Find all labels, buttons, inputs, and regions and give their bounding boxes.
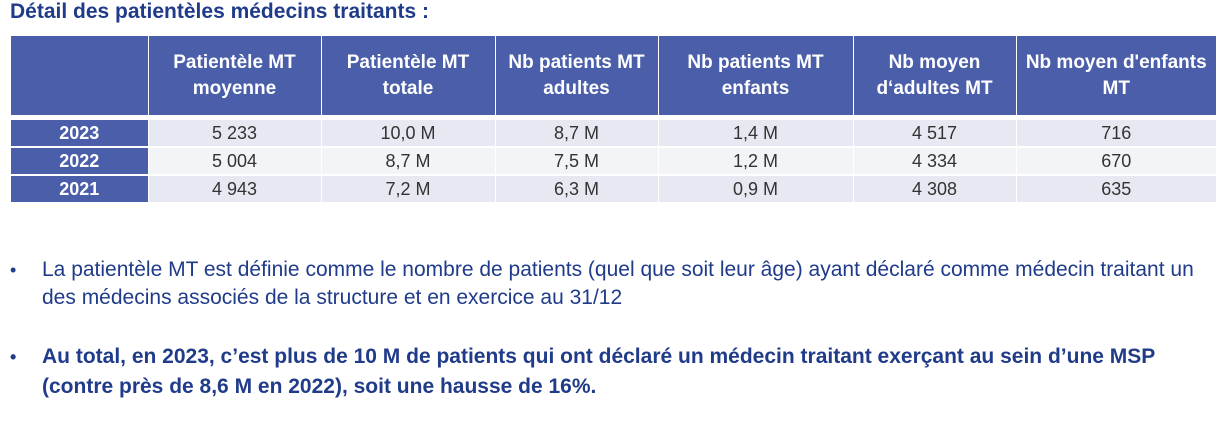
table-cell: 0,9 M — [658, 175, 854, 204]
note-text: Au total, en 2023, c’est plus de 10 M de… — [42, 345, 1155, 398]
notes-list: • La patientèle MT est définie comme le … — [10, 256, 1220, 402]
table-header-row: Patientèle MT moyenne Patientèle MT tota… — [11, 36, 1216, 120]
table-cell: 5 233 — [148, 117, 322, 148]
header-patients-enfants: Nb patients MT enfants — [658, 36, 854, 120]
header-patientele-totale: Patientèle MT totale — [321, 36, 496, 120]
table-cell: 4 517 — [853, 117, 1017, 148]
table-cell: 716 — [1016, 117, 1216, 148]
header-patientele-moyenne: Patientèle MT moyenne — [148, 36, 322, 120]
table-cell: 8,7 M — [495, 117, 659, 148]
table-cell: 670 — [1016, 147, 1216, 176]
row-year-cell: 2022 — [11, 147, 149, 176]
table-cell: 4 308 — [853, 175, 1017, 204]
table-row: 2023 5 233 10,0 M 8,7 M 1,4 M 4 517 716 — [11, 117, 1216, 148]
row-year-cell: 2023 — [11, 117, 149, 148]
patientele-table: Patientèle MT moyenne Patientèle MT tota… — [11, 36, 1216, 204]
table-cell: 7,5 M — [495, 147, 659, 176]
header-corner — [11, 36, 149, 120]
table-cell: 1,4 M — [658, 117, 854, 148]
bullet-marker: • — [10, 260, 17, 280]
table-cell: 5 004 — [148, 147, 322, 176]
header-moyen-enfants: Nb moyen d'enfants MT — [1016, 36, 1216, 120]
table-cell: 635 — [1016, 175, 1216, 204]
table-cell: 8,7 M — [321, 147, 496, 176]
header-patients-adultes: Nb patients MT adultes — [495, 36, 659, 120]
table-cell: 4 943 — [148, 175, 322, 204]
row-year-cell: 2021 — [11, 175, 149, 204]
page-title: Détail des patientèles médecins traitant… — [10, 0, 429, 23]
header-moyen-adultes: Nb moyen d‘adultes MT — [853, 36, 1017, 120]
table-row: 2021 4 943 7,2 M 6,3 M 0,9 M 4 308 635 — [11, 175, 1216, 204]
table-cell: 1,2 M — [658, 147, 854, 176]
table-cell: 6,3 M — [495, 175, 659, 204]
bullet-marker: • — [10, 347, 17, 367]
note-definition: • La patientèle MT est définie comme le … — [10, 256, 1220, 312]
table-row: 2022 5 004 8,7 M 7,5 M 1,2 M 4 334 670 — [11, 147, 1216, 176]
table-cell: 7,2 M — [321, 175, 496, 204]
table-cell: 10,0 M — [321, 117, 496, 148]
note-text: La patientèle MT est définie comme le no… — [42, 258, 1194, 309]
table-cell: 4 334 — [853, 147, 1017, 176]
note-summary: • Au total, en 2023, c’est plus de 10 M … — [10, 342, 1220, 402]
